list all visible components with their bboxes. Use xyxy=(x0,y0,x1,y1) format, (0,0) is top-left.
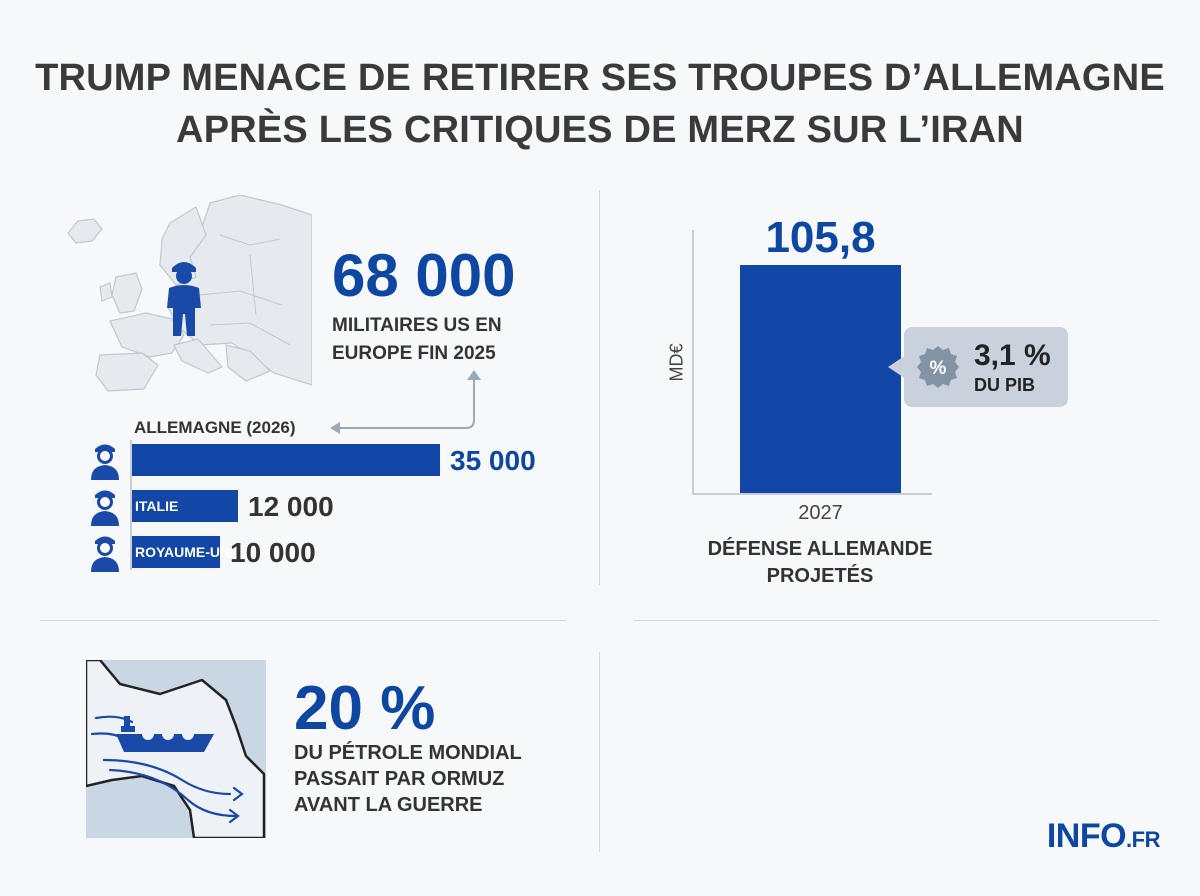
page-title: TRUMP MENACE DE RETIRER SES TROUPES D’AL… xyxy=(0,52,1200,156)
soldier-avatar-icon xyxy=(91,490,119,526)
badge-pointer-icon xyxy=(888,355,906,379)
divider-horizontal-left xyxy=(40,620,566,621)
title-line-2: APRÈS LES CRITIQUES DE MERZ SUR L’IRAN xyxy=(176,109,1024,151)
oil-caption-line-2: PASSAIT PAR ORMUZ xyxy=(294,768,505,790)
divider-horizontal-right xyxy=(634,620,1159,621)
oil-caption: DU PÉTROLE MONDIAL PASSAIT PAR ORMUZ AVA… xyxy=(294,740,522,818)
data-label: 12 000 xyxy=(248,491,334,522)
tick-label: 2027 xyxy=(798,502,843,524)
divider-vertical-bottom xyxy=(599,652,600,852)
oil-caption-line-3: AVANT LA GUERRE xyxy=(294,794,483,816)
badge-value: 3,1 % xyxy=(974,339,1051,372)
bar xyxy=(132,444,440,476)
soldier-avatar-icon xyxy=(91,536,119,572)
defense-y-axis xyxy=(692,230,694,495)
brand-suffix: .FR xyxy=(1126,827,1160,852)
bar xyxy=(132,490,238,522)
europe-troops-value: 68 000 xyxy=(332,242,516,309)
data-label: 10 000 xyxy=(230,537,316,568)
data-label: 105,8 xyxy=(765,213,876,262)
badge-icon-glyph: % xyxy=(930,358,947,379)
soldier-avatar-icon xyxy=(91,444,119,480)
europe-caption-line-2: EUROPE FIN 2025 xyxy=(332,343,496,364)
brand-main: INFO xyxy=(1046,817,1127,855)
bar-category-label: ROYAUME-UNI xyxy=(135,544,235,560)
data-label: 35 000 xyxy=(450,445,536,476)
gdp-badge: % 3,1 % DU PIB xyxy=(888,327,1068,407)
oil-share-value: 20 % xyxy=(294,674,436,743)
divider-vertical-top xyxy=(599,190,600,585)
troops-axis-line xyxy=(130,440,132,570)
defense-caption: DÉFENSE ALLEMANDE PROJETÉS xyxy=(660,536,980,590)
defense-caption-line-1: DÉFENSE ALLEMANDE xyxy=(707,538,933,560)
bar xyxy=(740,265,901,493)
europe-caption-line-1: MILITAIRES US EN xyxy=(332,315,502,336)
bar xyxy=(132,536,220,568)
defense-x-axis xyxy=(692,493,932,495)
hormuz-strait-map-icon xyxy=(86,660,266,838)
percent-badge-icon: % xyxy=(917,346,959,388)
connector-arrow-icon xyxy=(330,370,481,434)
soldier-icon xyxy=(167,262,201,336)
defense-y-label: MD€ xyxy=(666,343,687,382)
oil-caption-line-1: DU PÉTROLE MONDIAL xyxy=(294,742,522,764)
bar-category-label: ITALIE xyxy=(135,498,179,514)
badge-caption: DU PIB xyxy=(974,375,1036,395)
europe-troops-caption: MILITAIRES US EN EUROPE FIN 2025 xyxy=(332,312,502,368)
brand-logo: INFO.FR xyxy=(1046,817,1161,856)
title-line-1: TRUMP MENACE DE RETIRER SES TROUPES D’AL… xyxy=(35,57,1165,99)
defense-caption-line-2: PROJETÉS xyxy=(766,565,874,587)
category-label: ALLEMAGNE (2026) xyxy=(134,418,296,437)
